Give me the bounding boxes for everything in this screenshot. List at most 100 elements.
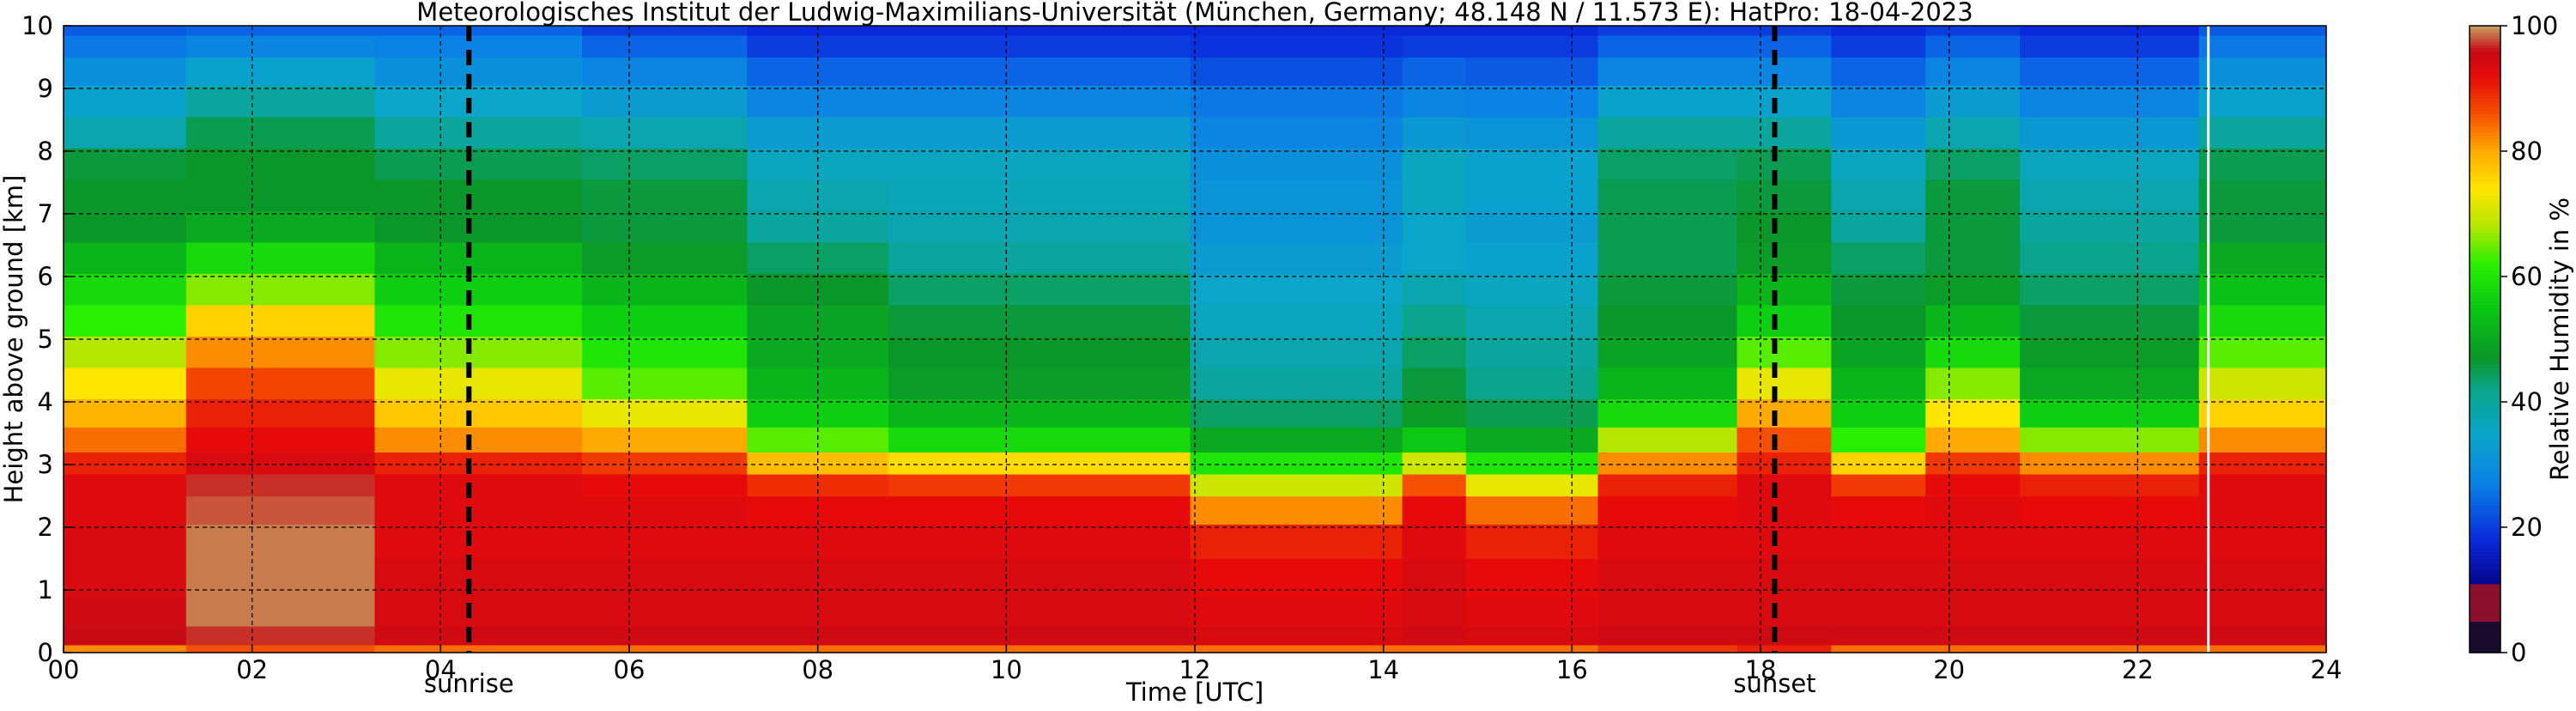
heatmap-cell [2198,398,2326,428]
heatmap-cell [1831,179,1926,211]
heatmap-cell [1597,452,1738,475]
heatmap-cell [1465,179,1599,211]
colorbar-swatch [2470,191,2500,196]
heatmap-cell [888,116,1191,149]
heatmap-cell [1737,116,1832,149]
colorbar-swatch [2470,355,2500,359]
heatmap-cell [2198,452,2326,475]
heatmap-cell [1737,57,1832,86]
colorbar-swatch [2470,167,2500,171]
colorbar-swatch [2470,276,2500,281]
heatmap-cell [2020,644,2200,653]
colorbar-swatch [2470,313,2500,319]
colorbar-swatch [2470,160,2500,165]
colorbar-swatch [2470,539,2500,544]
colorbar-swatch [2470,583,2500,587]
heatmap-cell [1190,398,1403,428]
colorbar-swatch [2470,154,2500,158]
heatmap-cell [1925,427,2021,453]
heatmap-cell [1831,116,1926,149]
colorbar-swatch [2470,28,2500,33]
colorbar-swatch [2470,646,2500,650]
heatmap-cell [1465,26,1599,36]
colorbar-swatch [2470,439,2500,444]
heatmap-cell [1737,495,1832,525]
heatmap-cell [1597,596,1738,627]
colorbar-swatch [2470,501,2500,507]
colorbar-swatch [2470,210,2500,215]
grid-lines [64,26,2326,653]
heatmap-cell [185,367,376,399]
colorbar-swatch [2470,119,2500,124]
colorbar-swatch [2470,552,2500,556]
heatmap-cell [374,452,583,475]
colorbar-swatch [2470,270,2500,274]
heatmap-cell [1190,85,1403,118]
heatmap-cell [2020,34,2200,58]
heatmap-cell [1402,427,1467,453]
heatmap-cell [64,452,187,475]
heatmap-cell [582,26,748,36]
colorbar-swatch [2470,408,2500,412]
heatmap-cell [185,427,376,453]
heatmap-cell [374,241,583,274]
heatmap-cell [1737,241,1832,274]
heatmap-cell [185,34,376,58]
heatmap-cell [185,304,376,337]
heatmap-cell [888,452,1191,475]
heatmap-cell [64,473,187,497]
sunrise-label: sunrise [424,669,514,698]
colorbar-swatch [2470,317,2500,321]
colorbar-swatch [2470,564,2500,569]
colorbar-tick-label: 20 [2511,513,2543,542]
heatmap-cell [1737,85,1832,118]
heatmap-cell [1737,304,1832,337]
heatmap-cell [1925,367,2021,399]
heatmap-cell [2198,179,2326,211]
colorbar-swatch [2470,110,2500,114]
colorbar-swatch [2470,414,2500,418]
heatmap-cell [1597,398,1738,428]
colorbar-swatch [2470,574,2500,578]
heatmap-cell [2020,473,2200,497]
heatmap-cell [1402,273,1467,306]
colorbar-swatch [2470,389,2500,393]
heatmap-cell [1465,148,1599,180]
y-tick-label: 0 [38,638,53,667]
heatmap-cell [1402,57,1467,86]
heatmap-cell [1831,241,1926,274]
y-tick-label: 10 [21,11,53,40]
heatmap-cell [1190,116,1403,149]
colorbar-swatch [2470,70,2500,74]
colorbar-swatch [2470,201,2500,205]
heatmap-cell [2020,452,2200,475]
colorbar-swatch [2470,611,2500,616]
heatmap-cell [64,210,187,243]
heatmap-cell [1465,427,1599,453]
heatmap-cell [2198,367,2326,399]
heatmap-cell [64,85,187,118]
heatmap-cell [374,34,583,58]
colorbar-swatch [2470,320,2500,325]
heatmap-cell [374,596,583,627]
heatmap-cell [1831,273,1926,306]
heatmap-cell [2020,273,2200,306]
heatmap-cell [2198,558,2326,597]
heatmap-cell [888,625,1191,646]
colorbar-swatch [2470,79,2500,83]
heatmap-cell [2020,57,2200,86]
colorbar-swatch [2470,527,2500,532]
colorbar-swatch [2470,392,2500,397]
heatmap-cell [2198,644,2326,653]
heatmap-cell [64,26,187,36]
colorbar-swatch [2470,85,2500,89]
colorbar-swatch [2470,301,2500,306]
colorbar-swatch [2470,226,2500,230]
heatmap-cell [1402,524,1467,560]
heatmap-cell [1465,273,1599,306]
heatmap-cell [2020,625,2200,646]
heatmap-cell [1402,473,1467,497]
colorbar-swatch [2470,398,2500,403]
colorbar-swatch [2470,433,2500,437]
heatmap-cell [1190,34,1403,58]
